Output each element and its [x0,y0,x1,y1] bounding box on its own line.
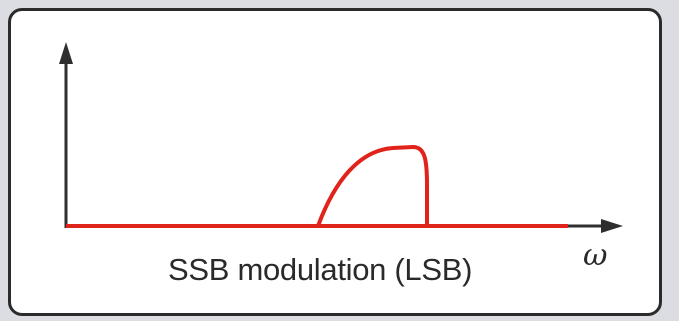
lower-sideband-lobe [316,145,429,227]
y-axis-arrowhead [59,42,73,64]
diagram-frame [8,8,662,316]
x-axis-symbol: ω [583,238,608,273]
x-axis-arrowhead [601,219,623,233]
diagram-caption: SSB modulation (LSB) [168,252,473,287]
